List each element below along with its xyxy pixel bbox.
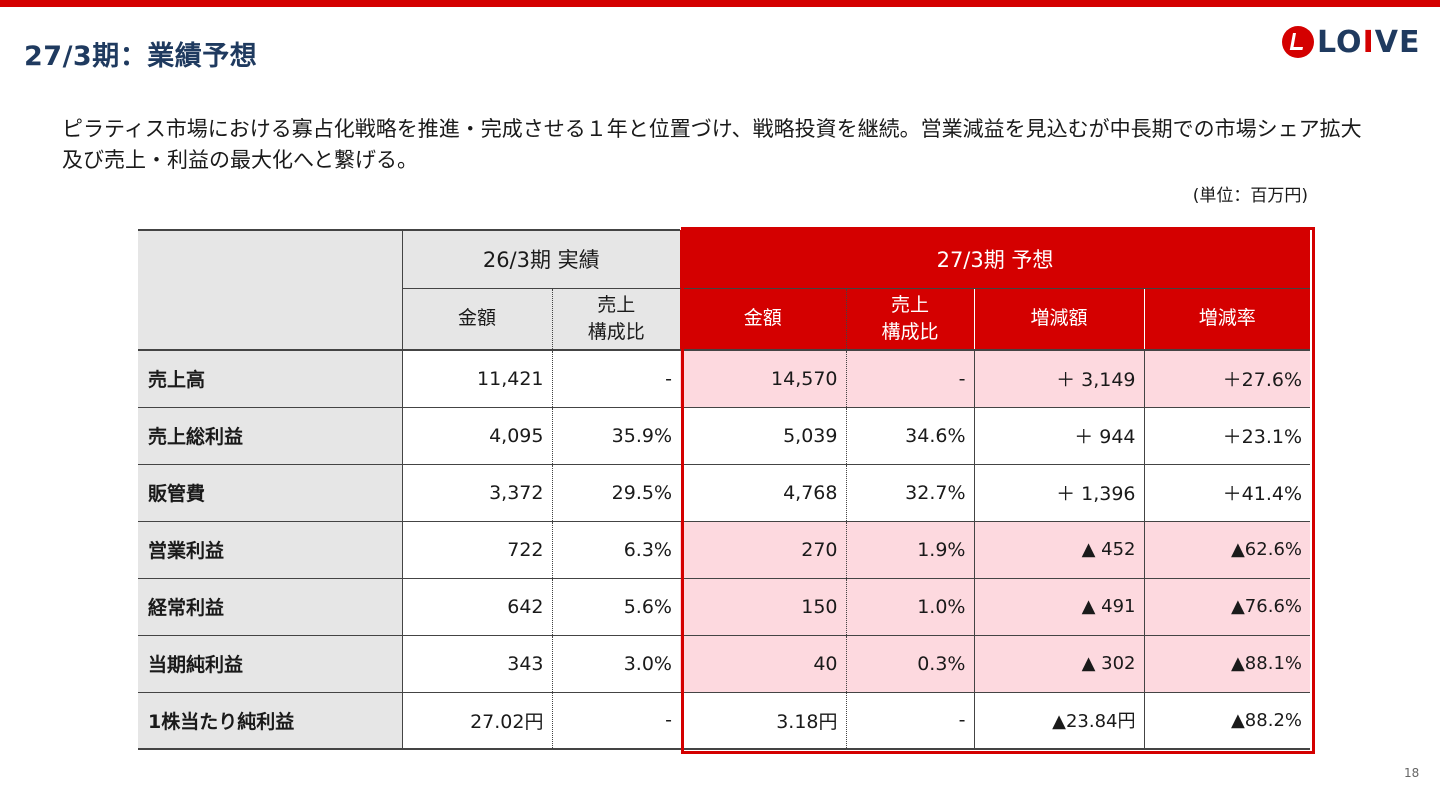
actual-ratio-header: 売上 構成比: [551, 288, 680, 351]
actual-amount-cell: 343: [402, 635, 552, 693]
actual-ratio-cell: 29.5%: [551, 464, 680, 522]
actual-amount-cell: 4,095: [402, 407, 552, 465]
corner-cell: [138, 229, 402, 351]
change-rate-cell: ▲88.2%: [1143, 692, 1310, 750]
actual-ratio-header-line1: 売上: [597, 293, 636, 316]
forecast-amount-header: 金額: [680, 288, 846, 351]
change-amount-cell: ＋ 944: [973, 407, 1144, 465]
change-amount-header: 増減額: [973, 288, 1144, 351]
forecast-ratio-cell: 1.0%: [845, 578, 974, 636]
forecast-ratio-cell: -: [845, 350, 974, 408]
actual-amount-cell: 642: [402, 578, 552, 636]
company-logo: LOIVE: [1281, 22, 1431, 62]
summary-text: ピラティス市場における寡占化戦略を推進・完成させる１年と位置づけ、戦略投資を継続…: [62, 117, 1362, 172]
change-rate-cell: ▲88.1%: [1143, 635, 1310, 693]
change-amount-cell: ▲ 302: [973, 635, 1144, 693]
logo-mark-icon: [1282, 26, 1314, 58]
forecast-ratio-cell: -: [845, 692, 974, 750]
row-label: 売上高: [138, 350, 403, 408]
row-label: 1株当たり純利益: [138, 692, 403, 750]
forecast-amount-cell: 3.18円: [680, 692, 846, 750]
table-row-net-sales: 売上高 11,421 - 14,570 - ＋ 3,149 ＋27.6%: [138, 350, 1310, 408]
actual-ratio-cell: 6.3%: [551, 521, 680, 579]
top-accent-bar: [0, 0, 1440, 7]
forecast-amount-cell: 4,768: [680, 464, 846, 522]
logo-accent-letter: I: [1362, 24, 1375, 60]
change-rate-cell: ＋23.1%: [1143, 407, 1310, 465]
forecast-ratio-header-line1: 売上: [890, 293, 929, 316]
row-label: 営業利益: [138, 521, 403, 579]
forecast-amount-cell: 270: [680, 521, 846, 579]
forecast-amount-cell: 5,039: [680, 407, 846, 465]
table-row-ordinary-profit: 経常利益 642 5.6% 150 1.0% ▲ 491 ▲76.6%: [138, 578, 1310, 636]
page-number: 18: [1404, 766, 1420, 780]
actual-amount-cell: 722: [402, 521, 552, 579]
actual-amount-cell: 11,421: [402, 350, 552, 408]
forecast-amount-cell: 40: [680, 635, 846, 693]
forecast-amount-cell: 14,570: [680, 350, 846, 408]
unit-note: (単位：百万円): [1192, 186, 1308, 206]
change-rate-cell: ＋41.4%: [1143, 464, 1310, 522]
forecast-ratio-cell: 32.7%: [845, 464, 974, 522]
actual-ratio-cell: 3.0%: [551, 635, 680, 693]
forecast-ratio-cell: 1.9%: [845, 521, 974, 579]
table-row-gross-profit: 売上総利益 4,095 35.9% 5,039 34.6% ＋ 944 ＋23.…: [138, 407, 1310, 465]
actual-amount-header: 金額: [401, 288, 552, 351]
change-rate-cell: ▲62.6%: [1143, 521, 1310, 579]
forecast-ratio-cell: 0.3%: [845, 635, 974, 693]
row-label: 売上総利益: [138, 407, 403, 465]
forecast-table: 26/3期 実績 27/3期 予想 金額 売上 構成比 金額 売上 構成比 増減…: [138, 229, 1310, 750]
change-amount-cell: ▲23.84円: [973, 692, 1144, 750]
forecast-group-header: 27/3期 予想: [680, 230, 1310, 289]
table-row-net-income: 当期純利益 343 3.0% 40 0.3% ▲ 302 ▲88.1%: [138, 635, 1310, 693]
forecast-amount-cell: 150: [680, 578, 846, 636]
change-amount-cell: ▲ 491: [973, 578, 1144, 636]
group-header-row: 26/3期 実績 27/3期 予想: [138, 229, 1310, 351]
table-row-operating-profit: 営業利益 722 6.3% 270 1.9% ▲ 452 ▲62.6%: [138, 521, 1310, 579]
forecast-ratio-cell: 34.6%: [845, 407, 974, 465]
change-amount-cell: ▲ 452: [973, 521, 1144, 579]
forecast-ratio-header: 売上 構成比: [845, 288, 974, 351]
logo-wordmark: LOIVE: [1317, 24, 1421, 60]
row-label: 当期純利益: [138, 635, 403, 693]
actual-amount-cell: 27.02円: [402, 692, 552, 750]
change-rate-header: 増減率: [1143, 288, 1310, 351]
change-amount-cell: ＋ 3,149: [973, 350, 1144, 408]
change-amount-cell: ＋ 1,396: [973, 464, 1144, 522]
actual-group-header: 26/3期 実績: [401, 229, 680, 289]
actual-ratio-header-line2: 構成比: [587, 320, 645, 343]
sub-header-row: 金額 売上 構成比 金額 売上 構成比 増減額 増減率: [138, 288, 1310, 351]
row-label: 販管費: [138, 464, 403, 522]
table-row-eps: 1株当たり純利益 27.02円 - 3.18円 - ▲23.84円 ▲88.2%: [138, 692, 1310, 750]
change-rate-cell: ▲76.6%: [1143, 578, 1310, 636]
change-rate-cell: ＋27.6%: [1143, 350, 1310, 408]
actual-ratio-cell: 35.9%: [551, 407, 680, 465]
actual-ratio-cell: 5.6%: [551, 578, 680, 636]
table-row-sga: 販管費 3,372 29.5% 4,768 32.7% ＋ 1,396 ＋41.…: [138, 464, 1310, 522]
actual-ratio-cell: -: [551, 350, 680, 408]
page-title: 27/3期：業績予想: [24, 41, 258, 72]
actual-amount-cell: 3,372: [402, 464, 552, 522]
row-label: 経常利益: [138, 578, 403, 636]
forecast-ratio-header-line2: 構成比: [881, 320, 939, 343]
actual-ratio-cell: -: [551, 692, 680, 750]
